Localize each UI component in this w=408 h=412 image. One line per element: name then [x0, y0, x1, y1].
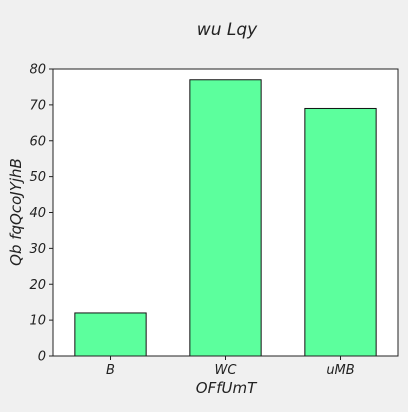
y-tick-label-30: 30 — [29, 242, 46, 257]
y-tick-label-60: 60 — [29, 134, 46, 149]
y-tick-label-20: 20 — [29, 278, 46, 293]
y-tick-label-40: 40 — [29, 206, 46, 221]
x-tick-label-uMB: uMB — [326, 363, 354, 378]
bar-B — [74, 312, 147, 357]
x-tick-label-B: B — [106, 363, 115, 378]
x-axis-label: OFfUmT — [196, 379, 258, 397]
y-tick-label-50: 50 — [29, 170, 46, 185]
plot-area: B WC uMB 0 10 20 30 40 50 60 70 80 — [29, 63, 399, 378]
y-tick-label-0: 0 — [38, 350, 46, 365]
bar-uMB — [304, 107, 377, 357]
bar-WC — [189, 79, 262, 357]
x-tick-label-WC: WC — [215, 363, 238, 378]
chart-title: wu Lqy — [197, 20, 258, 40]
y-tick-label-80: 80 — [29, 63, 46, 78]
y-axis-label: Qb fqQcoJYjhB — [7, 158, 25, 266]
y-tick-label-10: 10 — [29, 314, 46, 329]
y-tick-label-70: 70 — [29, 98, 46, 113]
plot-frame — [52, 68, 399, 357]
